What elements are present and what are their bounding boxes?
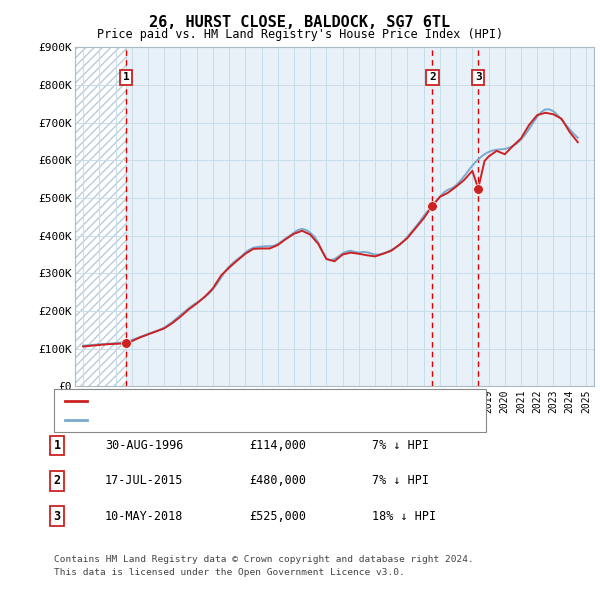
Text: Contains HM Land Registry data © Crown copyright and database right 2024.: Contains HM Land Registry data © Crown c… [54,555,474,564]
Text: £114,000: £114,000 [249,439,306,452]
Text: £525,000: £525,000 [249,510,306,523]
Text: 3: 3 [475,73,482,83]
Text: 2: 2 [429,73,436,83]
Text: 30-AUG-1996: 30-AUG-1996 [105,439,184,452]
Text: 2: 2 [53,474,61,487]
Text: 10-MAY-2018: 10-MAY-2018 [105,510,184,523]
Text: 26, HURST CLOSE, BALDOCK, SG7 6TL: 26, HURST CLOSE, BALDOCK, SG7 6TL [149,15,451,30]
Text: £480,000: £480,000 [249,474,306,487]
Text: 1: 1 [123,73,130,83]
Text: 3: 3 [53,510,61,523]
Text: This data is licensed under the Open Government Licence v3.0.: This data is licensed under the Open Gov… [54,568,405,577]
Text: 1: 1 [53,439,61,452]
Text: 18% ↓ HPI: 18% ↓ HPI [372,510,436,523]
Text: 7% ↓ HPI: 7% ↓ HPI [372,474,429,487]
Text: Price paid vs. HM Land Registry's House Price Index (HPI): Price paid vs. HM Land Registry's House … [97,28,503,41]
Text: 26, HURST CLOSE, BALDOCK, SG7 6TL (detached house): 26, HURST CLOSE, BALDOCK, SG7 6TL (detac… [94,396,432,406]
Text: 17-JUL-2015: 17-JUL-2015 [105,474,184,487]
Text: 7% ↓ HPI: 7% ↓ HPI [372,439,429,452]
Text: HPI: Average price, detached house, North Hertfordshire: HPI: Average price, detached house, Nort… [94,415,466,425]
